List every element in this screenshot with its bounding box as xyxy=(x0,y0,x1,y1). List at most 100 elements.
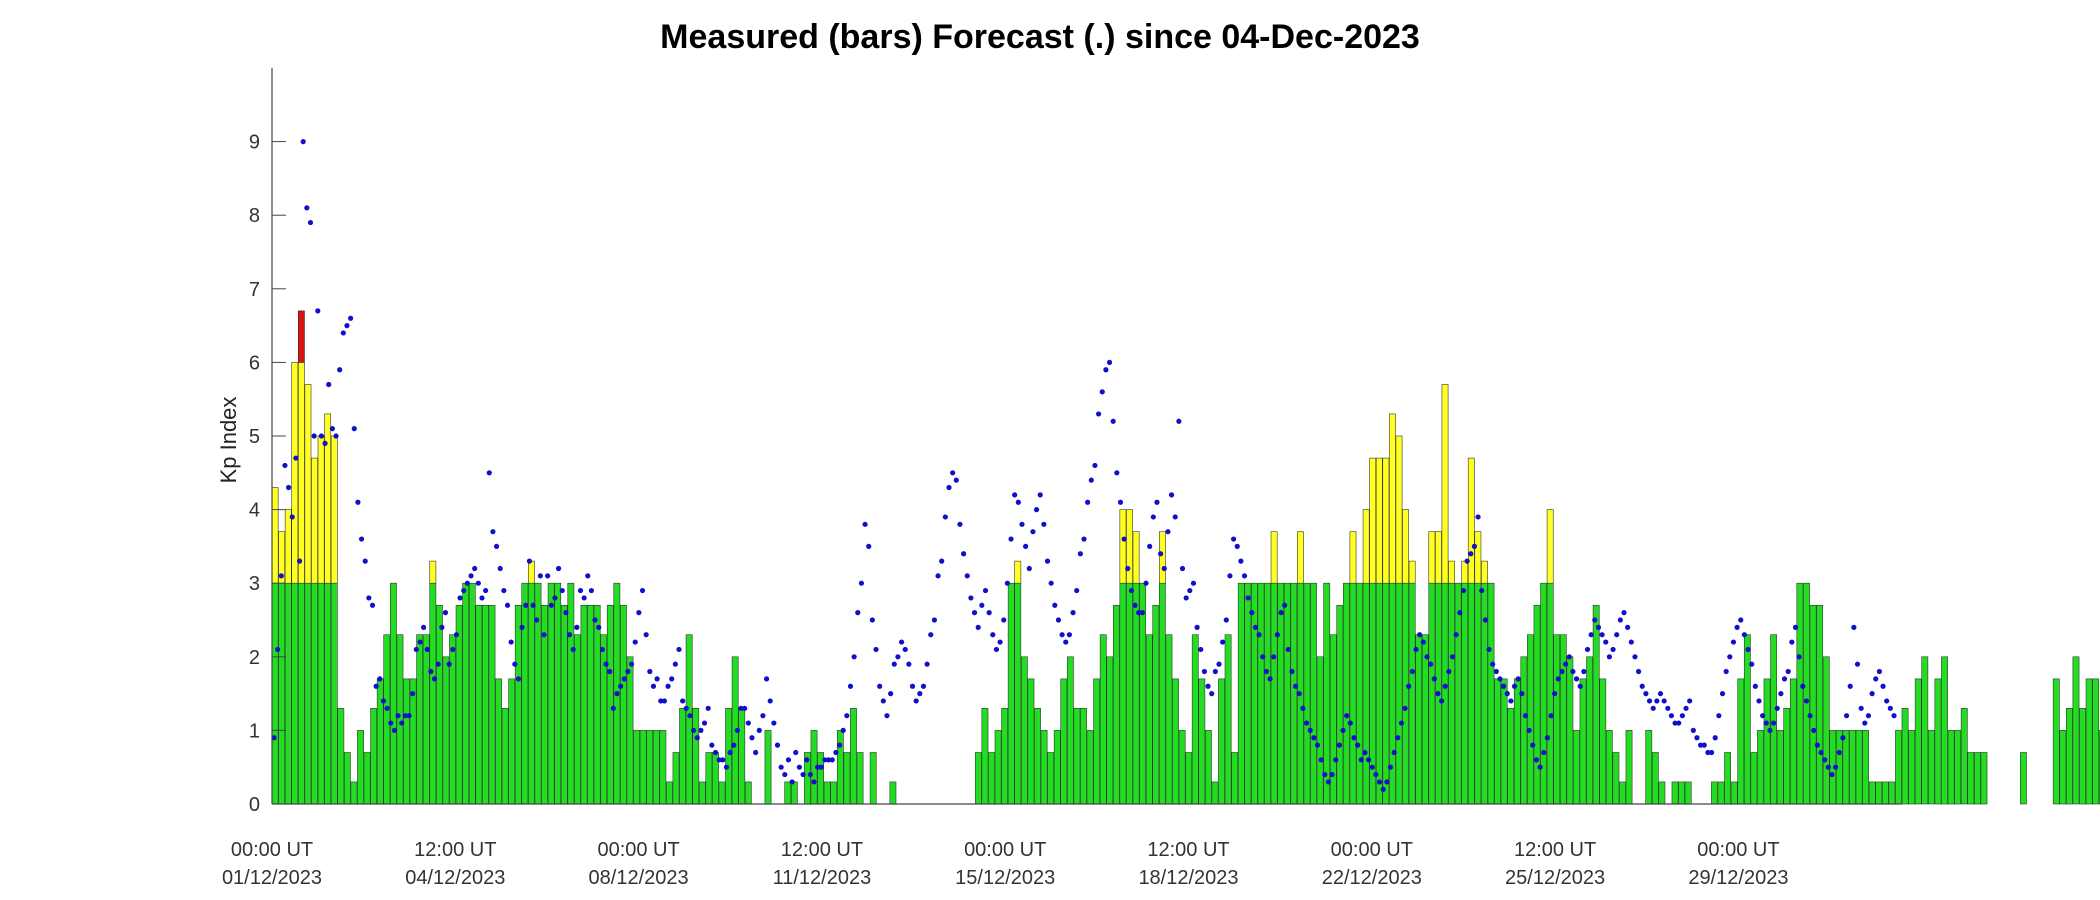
forecast-point xyxy=(1698,742,1704,748)
forecast-point xyxy=(1420,639,1426,645)
forecast-point xyxy=(1012,492,1018,498)
forecast-point xyxy=(1055,617,1062,623)
forecast-point xyxy=(931,617,938,623)
forecast-point xyxy=(1402,705,1408,711)
kp-bar-segment xyxy=(1546,509,1554,584)
forecast-point xyxy=(340,330,346,336)
forecast-point xyxy=(982,587,989,594)
forecast-point xyxy=(920,683,927,689)
forecast-point xyxy=(993,646,1000,653)
forecast-point xyxy=(1486,646,1492,653)
kp-bar-segment xyxy=(1573,730,1580,805)
kp-bar-segment xyxy=(1481,560,1488,584)
kp-bar-segment xyxy=(1389,413,1396,584)
kp-bar-segment xyxy=(646,730,654,805)
kp-bar-segment xyxy=(850,708,857,805)
forecast-point xyxy=(1376,779,1383,785)
forecast-point xyxy=(1581,668,1587,675)
forecast-point xyxy=(618,683,624,689)
kp-bar-segment xyxy=(1283,582,1291,805)
kp-bar-segment xyxy=(1461,560,1469,584)
forecast-point xyxy=(913,698,919,704)
forecast-point xyxy=(1676,720,1682,726)
kp-bar-segment xyxy=(1014,582,1022,805)
kp-bar-segment xyxy=(330,435,338,584)
forecast-point xyxy=(296,558,303,564)
forecast-point xyxy=(1019,521,1025,527)
forecast-point xyxy=(1023,543,1029,550)
forecast-point xyxy=(964,573,970,579)
forecast-point xyxy=(844,713,850,719)
kp-bar-segment xyxy=(1362,509,1370,584)
forecast-point xyxy=(1814,742,1820,748)
kp-bar-segment xyxy=(297,310,305,363)
kp-bar-segment xyxy=(685,634,693,805)
forecast-point xyxy=(825,757,832,763)
kp-bar-segment xyxy=(1389,582,1396,805)
kp-bar-segment xyxy=(357,730,364,805)
kp-bar-segment xyxy=(284,582,292,805)
kp-bar-segment xyxy=(1395,582,1403,805)
forecast-point xyxy=(490,529,496,535)
forecast-point xyxy=(315,308,321,314)
forecast-point xyxy=(307,219,314,226)
kp-bar-segment xyxy=(1060,678,1068,805)
forecast-point xyxy=(1344,713,1350,719)
kp-bar-segment xyxy=(1323,582,1331,805)
forecast-point xyxy=(1614,632,1620,638)
kp-bar-segment xyxy=(620,604,627,805)
forecast-point xyxy=(1738,617,1744,623)
kp-bar-segment xyxy=(869,752,877,805)
kp-bar-segment xyxy=(1329,634,1337,805)
kp-bar-segment xyxy=(1375,457,1383,584)
kp-bar-segment xyxy=(449,634,456,805)
kp-bar-segment xyxy=(1481,582,1488,805)
kp-bar-segment xyxy=(1421,634,1429,805)
forecast-point xyxy=(1179,565,1186,572)
forecast-point xyxy=(1468,551,1474,557)
forecast-point xyxy=(1190,580,1197,586)
chart-title: Measured (bars) Forecast (.) since 04-De… xyxy=(660,18,1420,56)
kp-bar-segment xyxy=(639,730,647,805)
forecast-point xyxy=(555,565,562,572)
forecast-point xyxy=(1048,580,1054,586)
kp-bar-segment xyxy=(343,752,351,805)
forecast-point xyxy=(793,749,799,756)
x-ticks: 00:00 UT 01/12/2023 12:00 UT 04/12/2023 00:0… xyxy=(222,839,1789,889)
forecast-point xyxy=(687,713,693,719)
forecast-point xyxy=(1446,668,1452,675)
forecast-point xyxy=(1541,749,1547,756)
kp-bar-segment xyxy=(580,604,588,805)
kp-bar-segment xyxy=(1198,678,1206,805)
forecast-point xyxy=(1238,558,1244,564)
kp-bar-segment xyxy=(679,708,686,805)
forecast-point xyxy=(504,602,511,608)
x-tick-label-time: 00:00 UT xyxy=(231,839,313,861)
kp-bar-segment xyxy=(1132,582,1140,805)
forecast-point xyxy=(1723,668,1729,675)
forecast-point xyxy=(1365,757,1372,763)
forecast-point xyxy=(639,587,646,594)
forecast-point xyxy=(789,779,795,785)
kp-bar-segment xyxy=(2020,752,2027,805)
forecast-point xyxy=(800,771,806,778)
forecast-point xyxy=(457,595,463,601)
forecast-point xyxy=(822,757,828,763)
y-tick-label: 5 xyxy=(249,426,260,448)
kp-bar-segment xyxy=(508,678,516,805)
kp-bar-segment xyxy=(1527,634,1534,805)
forecast-point xyxy=(1522,713,1529,719)
forecast-point xyxy=(1464,558,1470,564)
forecast-point xyxy=(1778,691,1784,697)
forecast-point xyxy=(1610,646,1616,653)
kp-bar-segment xyxy=(843,752,851,805)
forecast-point xyxy=(362,558,368,564)
forecast-point xyxy=(836,742,843,748)
forecast-point xyxy=(1781,676,1788,682)
forecast-point xyxy=(1563,661,1569,667)
forecast-point xyxy=(344,323,350,329)
kp-bar-segment xyxy=(383,634,391,805)
kp-bar-segment xyxy=(1237,582,1245,805)
forecast-point xyxy=(928,632,934,638)
forecast-point xyxy=(1358,757,1364,763)
